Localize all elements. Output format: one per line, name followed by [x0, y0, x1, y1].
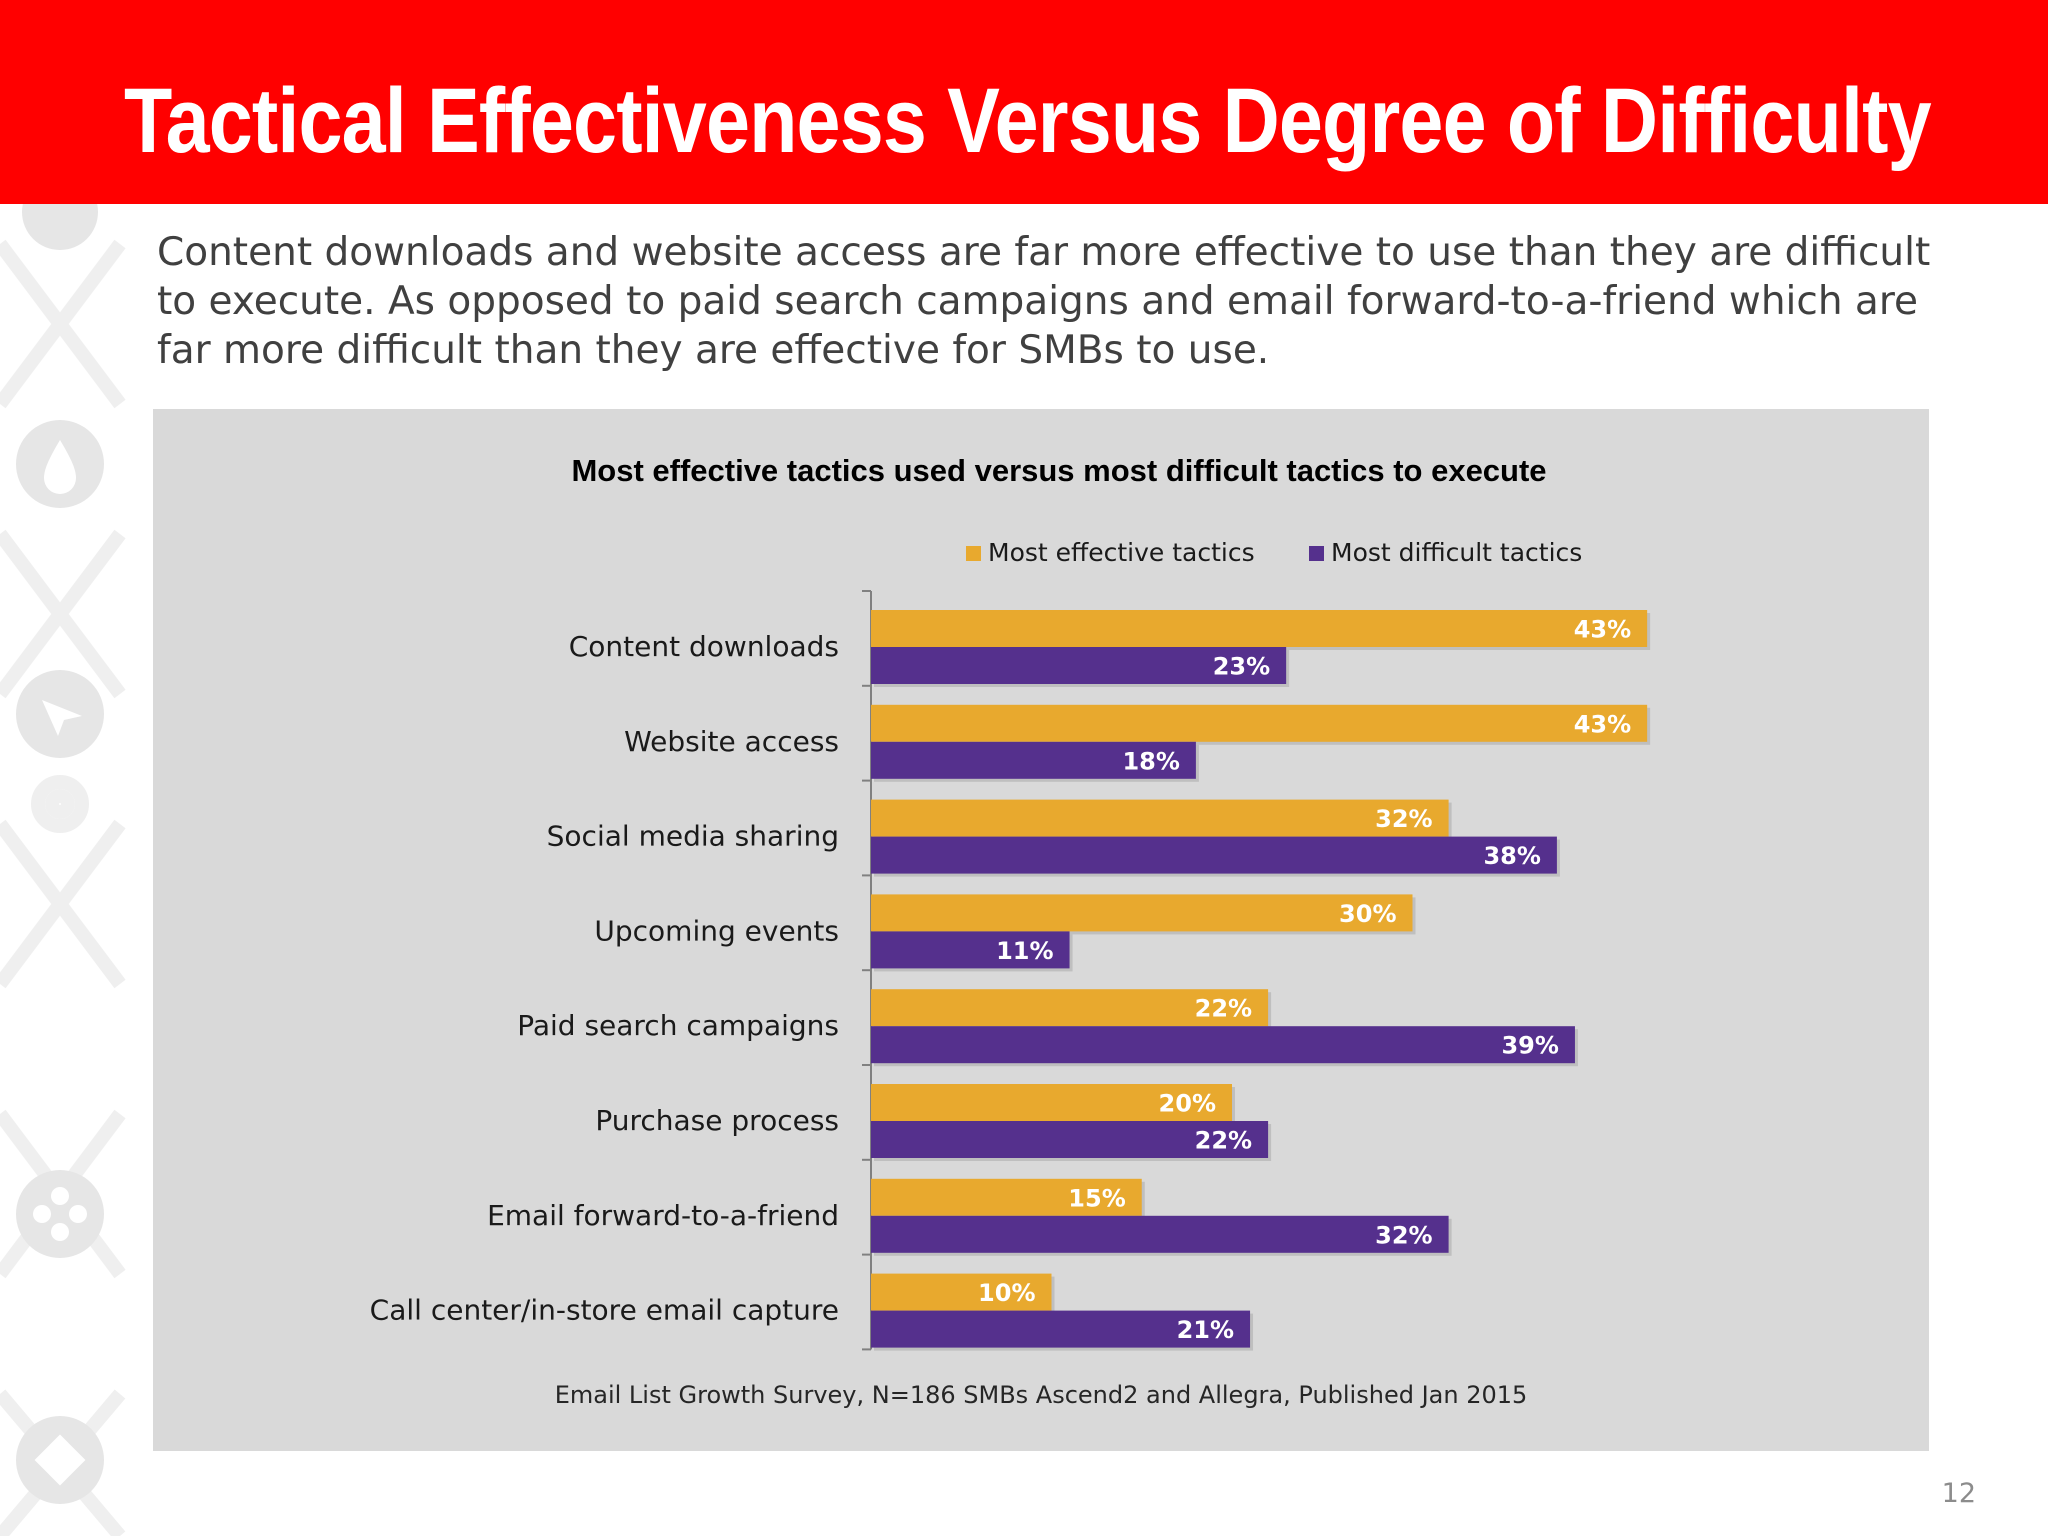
bar-difficult [871, 741, 1196, 779]
data-label: 43% [1574, 710, 1631, 738]
data-label: 18% [1122, 747, 1179, 775]
legend-swatch-1 [1309, 546, 1324, 561]
bar-effective [871, 610, 1648, 647]
bar-effective [871, 1178, 1142, 1216]
category-label: Website access [624, 725, 839, 758]
category-label: Upcoming events [594, 914, 839, 947]
data-label: 39% [1501, 1032, 1558, 1060]
bar-effective [871, 1273, 1052, 1311]
bar-difficult [871, 1026, 1575, 1064]
data-label: 15% [1068, 1184, 1125, 1212]
data-label: 22% [1195, 1127, 1252, 1155]
legend-label-0: Most effective tactics [988, 538, 1255, 567]
bar-effective [871, 1084, 1232, 1121]
bar-effective [871, 894, 1413, 932]
legend-swatch-0 [966, 546, 981, 561]
page-number: 12 [1941, 1478, 1976, 1509]
data-label: 20% [1159, 1090, 1216, 1118]
chart-title: Most effective tactics used versus most … [571, 453, 1546, 488]
data-label: 21% [1177, 1316, 1234, 1344]
category-label: Paid search campaigns [517, 1009, 839, 1042]
legend-label-1: Most difficult tactics [1331, 538, 1582, 567]
data-label: 11% [996, 937, 1053, 965]
category-label: Content downloads [569, 630, 839, 663]
data-label: 43% [1574, 616, 1631, 644]
data-label: 32% [1375, 805, 1432, 833]
category-label: Email forward-to-a-friend [487, 1199, 839, 1232]
category-label: Call center/in-store email capture [370, 1294, 839, 1327]
bar-effective [871, 799, 1449, 837]
decorative-pattern [0, 204, 126, 1536]
chart-panel: Most effective tactics used versus most … [153, 409, 1929, 1451]
bar-difficult [871, 647, 1287, 684]
bar-difficult [871, 1121, 1269, 1158]
slide-subtitle: Content downloads and website access are… [157, 230, 1931, 373]
bar-difficult [871, 1215, 1449, 1253]
bar-chart: Most effective tactics used versus most … [370, 453, 1651, 1409]
data-label: 32% [1375, 1221, 1432, 1249]
data-label: 30% [1339, 900, 1396, 928]
bar-effective [871, 704, 1648, 742]
bar-difficult [871, 1310, 1251, 1348]
bar-effective [871, 989, 1269, 1027]
slide-title: Tactical Effectiveness Versus Degree of … [124, 70, 1932, 172]
title-bar: Tactical Effectiveness Versus Degree of … [0, 0, 2048, 204]
data-label: 38% [1483, 842, 1540, 870]
data-label: 10% [978, 1279, 1035, 1307]
bar-difficult [871, 931, 1070, 969]
category-label: Purchase process [595, 1104, 839, 1137]
data-label: 23% [1213, 653, 1270, 681]
source-note: Email List Growth Survey, N=186 SMBs Asc… [555, 1381, 1528, 1409]
category-label: Social media sharing [547, 820, 839, 853]
data-label: 22% [1195, 995, 1252, 1023]
bar-difficult [871, 836, 1557, 874]
